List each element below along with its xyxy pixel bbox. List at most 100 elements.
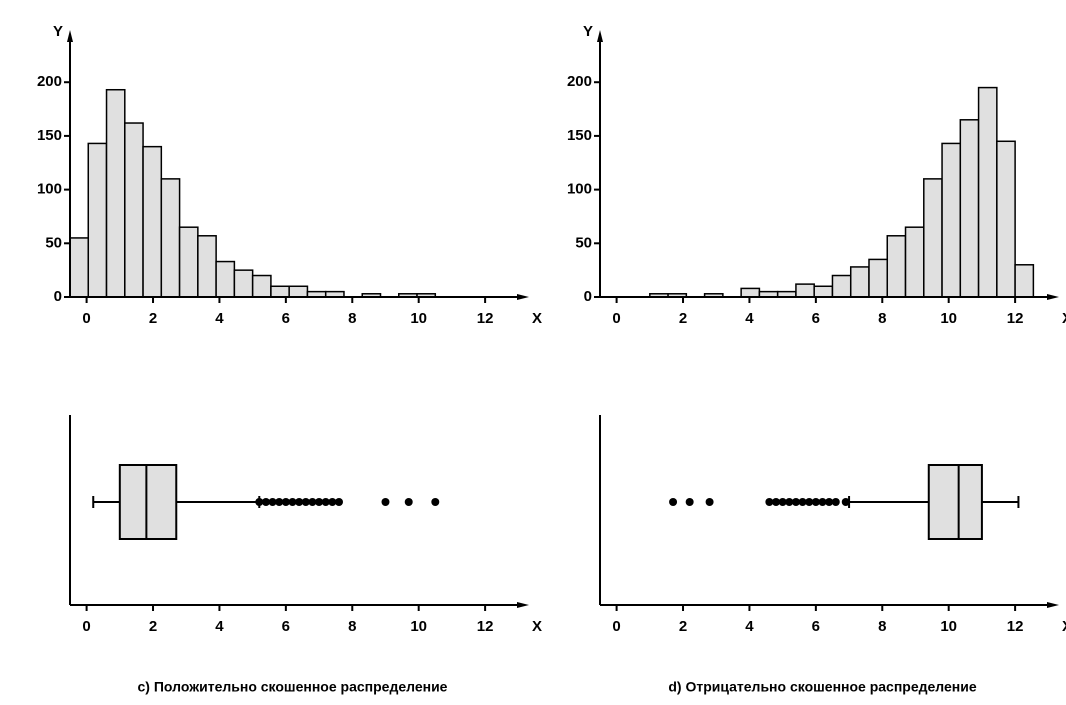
x-tick-label: 10	[410, 310, 427, 327]
bar	[124, 122, 144, 298]
x-tick-label: 4	[745, 310, 754, 327]
outlier	[334, 498, 343, 506]
x-axis-label: X	[532, 618, 542, 635]
x-tick-label: 2	[149, 618, 157, 635]
outlier	[778, 498, 787, 506]
bar	[959, 119, 980, 298]
outlier	[328, 498, 337, 506]
bar	[977, 86, 998, 298]
x-tick-label: 10	[940, 618, 957, 635]
box	[118, 464, 178, 540]
caption: d) Отрицательно скошенное распределение	[668, 679, 977, 695]
x-tick-label: 6	[812, 618, 820, 635]
bar	[142, 145, 163, 298]
x-tick-label: 8	[348, 618, 356, 635]
outlier	[772, 498, 781, 506]
bar	[996, 140, 1016, 298]
bar	[178, 226, 199, 298]
x-axis-label: X	[1062, 310, 1066, 327]
outlier	[705, 498, 714, 506]
outlier	[321, 498, 330, 506]
bar	[904, 226, 925, 298]
bar	[868, 258, 889, 298]
y-axis-label: Y	[583, 23, 593, 40]
x-tick-label: 0	[612, 618, 620, 635]
x-tick-label: 6	[812, 310, 820, 327]
bar	[160, 178, 181, 298]
x-tick-label: 2	[149, 310, 157, 327]
bar	[215, 260, 236, 298]
y-tick-label: 200	[567, 73, 592, 90]
y-tick-label: 0	[584, 288, 592, 305]
outlier	[275, 498, 284, 506]
x-tick-label: 0	[82, 618, 90, 635]
x-tick-label: 12	[1007, 310, 1024, 327]
bar	[105, 88, 126, 298]
x-tick-label: 10	[410, 618, 427, 635]
x-arrow	[1047, 602, 1059, 608]
outlier	[261, 498, 270, 506]
outlier	[381, 498, 390, 506]
bar	[740, 287, 761, 298]
x-tick-label: 8	[348, 310, 356, 327]
x-tick-label: 12	[477, 618, 494, 635]
outlier	[281, 498, 290, 506]
x-arrow	[517, 602, 529, 608]
x-tick-label: 6	[282, 310, 290, 327]
bar	[886, 235, 907, 298]
outlier	[798, 498, 807, 506]
outlier	[765, 498, 774, 506]
bar	[849, 266, 870, 298]
bar	[923, 178, 943, 298]
outlier	[295, 498, 304, 506]
outlier	[301, 498, 310, 506]
bar	[795, 283, 815, 298]
outlier	[791, 498, 800, 506]
bar	[941, 142, 962, 298]
box	[927, 464, 983, 540]
outlier	[785, 498, 794, 506]
outlier	[288, 498, 297, 506]
y-tick-label: 50	[45, 234, 62, 251]
outlier	[255, 498, 264, 506]
bar	[813, 285, 834, 298]
x-tick-label: 2	[679, 310, 687, 327]
outlier	[669, 498, 678, 506]
bar	[87, 142, 108, 298]
outlier	[315, 498, 324, 506]
y-tick-label: 100	[37, 181, 62, 198]
outlier	[805, 498, 814, 506]
y-arrow	[597, 30, 603, 42]
y-arrow	[67, 30, 73, 42]
y-tick-label: 200	[37, 73, 62, 90]
bar	[1014, 264, 1035, 298]
bar	[197, 235, 217, 298]
x-arrow	[1047, 294, 1059, 300]
x-tick-label: 4	[745, 618, 754, 635]
bar	[270, 285, 290, 298]
y-tick-label: 150	[37, 127, 62, 144]
x-tick-label: 12	[477, 310, 494, 327]
outlier	[811, 498, 820, 506]
x-axis-label: X	[1062, 618, 1066, 635]
x-tick-label: 10	[940, 310, 957, 327]
outlier	[308, 498, 317, 506]
outlier	[818, 498, 827, 506]
x-tick-label: 4	[215, 310, 224, 327]
outlier	[685, 498, 694, 506]
outlier	[825, 498, 834, 506]
outlier	[404, 498, 413, 506]
x-tick-label: 0	[82, 310, 90, 327]
x-tick-label: 8	[878, 310, 886, 327]
outlier	[831, 498, 840, 506]
x-arrow	[517, 294, 529, 300]
x-tick-label: 8	[878, 618, 886, 635]
y-tick-label: 150	[567, 127, 592, 144]
bar	[69, 237, 90, 298]
caption: c) Положительно скошенное распределение	[138, 679, 448, 695]
outlier	[268, 498, 277, 506]
x-tick-label: 0	[612, 310, 620, 327]
outlier	[841, 498, 850, 506]
x-tick-label: 12	[1007, 618, 1024, 635]
